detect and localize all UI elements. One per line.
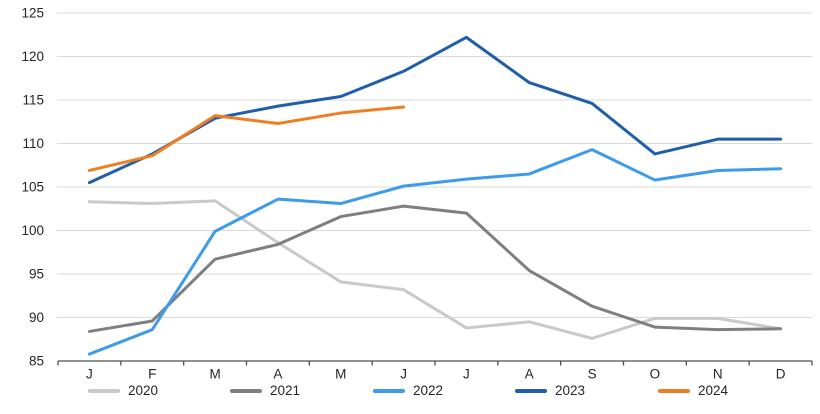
legend-swatch-2023 xyxy=(515,388,547,394)
y-tick-label-90: 90 xyxy=(29,310,44,325)
legend-swatch-2020 xyxy=(88,388,120,394)
y-tick-label-120: 120 xyxy=(21,49,44,64)
x-tick-label-1: F xyxy=(148,367,156,382)
y-tick-label-105: 105 xyxy=(21,180,44,195)
series-line-2023 xyxy=(87,35,783,185)
y-tick-label-125: 125 xyxy=(21,6,44,21)
legend-label-2021: 2021 xyxy=(270,383,301,398)
y-tick-label-100: 100 xyxy=(21,223,44,238)
legend-item-2022: 2022 xyxy=(373,382,443,400)
legend-label-2023: 2023 xyxy=(555,383,586,398)
legend-label-2022: 2022 xyxy=(413,383,444,398)
x-tick-label-4: M xyxy=(335,367,346,382)
x-tick-label-6: J xyxy=(463,367,470,382)
x-tick-label-11: D xyxy=(776,367,786,382)
series-line-2021 xyxy=(87,204,783,333)
legend-label-2024: 2024 xyxy=(698,383,729,398)
legend-item-2021: 2021 xyxy=(230,382,300,400)
y-tick-label-115: 115 xyxy=(22,93,44,108)
series-line-2024 xyxy=(87,105,406,172)
series-line-2022 xyxy=(87,148,783,356)
legend-item-2024: 2024 xyxy=(658,382,728,400)
y-tick-label-95: 95 xyxy=(29,267,44,282)
legend-label-2020: 2020 xyxy=(128,383,159,398)
x-tick-label-10: N xyxy=(713,367,723,382)
x-tick-label-9: O xyxy=(650,367,661,382)
legend-item-2023: 2023 xyxy=(515,382,585,400)
x-tick-label-2: M xyxy=(209,367,220,382)
x-tick-label-8: S xyxy=(588,367,597,382)
legend-item-2020: 2020 xyxy=(88,382,158,400)
legend-swatch-2024 xyxy=(658,388,690,394)
series-line-2020 xyxy=(87,199,783,340)
x-tick-label-7: A xyxy=(525,367,534,382)
y-tick-label-110: 110 xyxy=(22,136,44,151)
chart-legend: 2020 2021 2022 2023 2024 xyxy=(0,382,820,402)
x-tick-label-3: A xyxy=(273,367,282,382)
legend-swatch-2022 xyxy=(373,388,405,394)
legend-swatch-2021 xyxy=(230,388,262,394)
x-tick-label-5: J xyxy=(400,367,407,382)
x-tick-label-0: J xyxy=(86,367,93,382)
y-tick-label-85: 85 xyxy=(29,354,44,369)
